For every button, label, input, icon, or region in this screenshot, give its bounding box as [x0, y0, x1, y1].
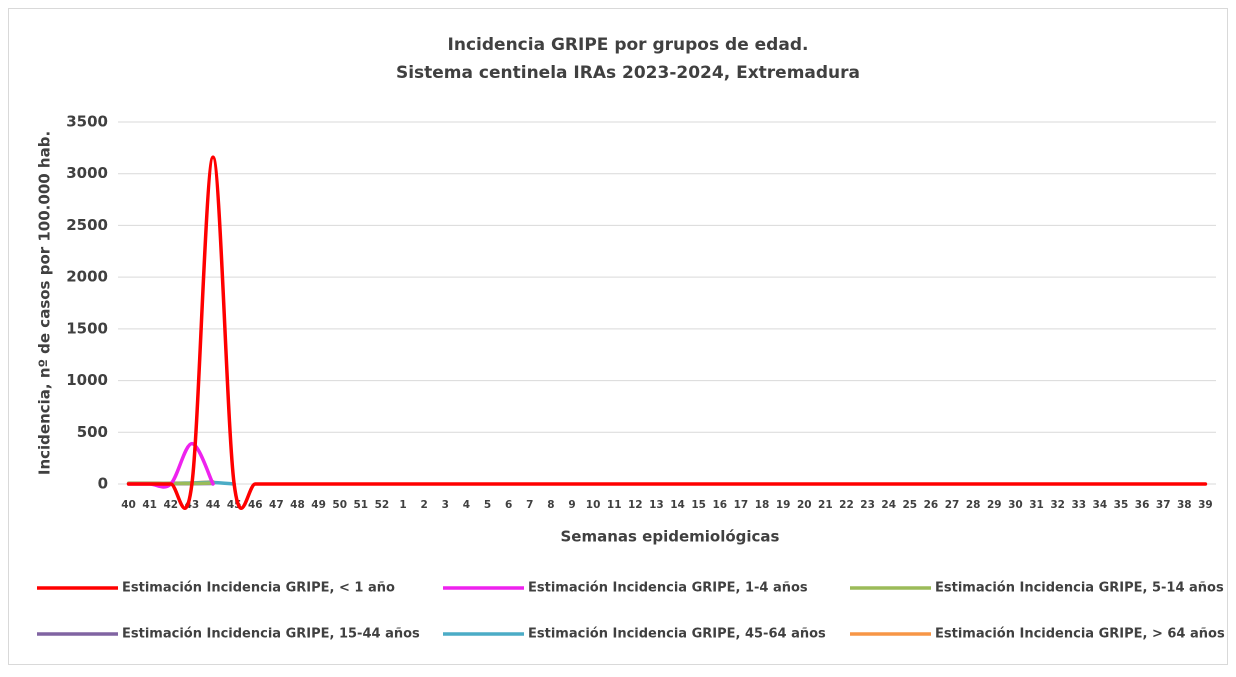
y-tick-label: 2500	[66, 216, 108, 234]
x-tick-label: 48	[290, 499, 305, 511]
x-tick-label: 26	[924, 499, 939, 511]
x-tick-label: 24	[881, 499, 896, 511]
x-tick-label: 33	[1071, 499, 1086, 511]
x-tick-label: 35	[1114, 499, 1129, 511]
x-tick-label: 28	[966, 499, 981, 511]
legend-label: Estimación Incidencia GRIPE, < 1 año	[122, 581, 395, 596]
x-tick-label: 25	[903, 499, 918, 511]
chart-title: Incidencia GRIPE por grupos de edad.	[448, 35, 809, 55]
x-tick-label: 3	[442, 499, 449, 511]
x-tick-label: 36	[1135, 499, 1150, 511]
x-tick-label: 49	[311, 499, 326, 511]
y-tick-label: 0	[98, 475, 108, 493]
y-axis-title: Incidencia, nº de casos por 100.000 hab.	[36, 131, 54, 475]
x-tick-label: 22	[839, 499, 854, 511]
x-tick-label: 4	[463, 499, 470, 511]
legend-label: Estimación Incidencia GRIPE, 1-4 años	[528, 581, 808, 596]
y-tick-label: 500	[77, 423, 108, 441]
y-tick-label: 1500	[66, 319, 108, 337]
x-tick-label: 40	[121, 499, 136, 511]
y-tick-label: 3000	[66, 164, 108, 182]
x-tick-label: 14	[670, 499, 685, 511]
x-tick-label: 18	[755, 499, 770, 511]
y-tick-label: 2000	[66, 268, 108, 286]
x-axis-title: Semanas epidemiológicas	[561, 528, 780, 546]
x-tick-label: 30	[1008, 499, 1023, 511]
x-tick-label: 27	[945, 499, 960, 511]
x-tick-label: 44	[206, 499, 221, 511]
chart-frame	[9, 9, 1228, 665]
x-tick-label: 46	[248, 499, 263, 511]
x-tick-label: 16	[712, 499, 727, 511]
chart-subtitle: Sistema centinela IRAs 2023-2024, Extrem…	[396, 63, 860, 83]
x-tick-label: 29	[987, 499, 1002, 511]
x-tick-label: 9	[568, 499, 575, 511]
x-tick-label: 6	[505, 499, 512, 511]
x-tick-label: 39	[1198, 499, 1213, 511]
x-tick-label: 13	[649, 499, 664, 511]
x-tick-label: 15	[691, 499, 706, 511]
legend-label: Estimación Incidencia GRIPE, > 64 años	[935, 627, 1225, 642]
x-tick-label: 7	[526, 499, 533, 511]
x-tick-label: 23	[860, 499, 875, 511]
x-tick-label: 42	[163, 499, 178, 511]
x-tick-label: 50	[332, 499, 347, 511]
x-tick-label: 2	[421, 499, 428, 511]
x-tick-label: 12	[628, 499, 643, 511]
x-tick-label: 11	[607, 499, 622, 511]
x-tick-label: 21	[818, 499, 833, 511]
x-tick-label: 1	[399, 499, 406, 511]
y-tick-label: 3500	[66, 113, 108, 131]
x-tick-label: 31	[1029, 499, 1044, 511]
x-tick-label: 32	[1050, 499, 1065, 511]
x-tick-label: 5	[484, 499, 491, 511]
x-tick-label: 19	[776, 499, 791, 511]
x-tick-label: 20	[797, 499, 812, 511]
x-tick-label: 37	[1156, 499, 1171, 511]
x-tick-label: 17	[734, 499, 749, 511]
x-tick-label: 41	[142, 499, 157, 511]
legend-label: Estimación Incidencia GRIPE, 45-64 años	[528, 627, 826, 642]
x-tick-label: 38	[1177, 499, 1192, 511]
x-tick-label: 52	[375, 499, 390, 511]
legend-label: Estimación Incidencia GRIPE, 15-44 años	[122, 627, 420, 642]
x-tick-label: 10	[586, 499, 601, 511]
x-tick-label: 47	[269, 499, 284, 511]
legend-label: Estimación Incidencia GRIPE, 5-14 años	[935, 581, 1224, 596]
y-tick-label: 1000	[66, 371, 108, 389]
x-tick-label: 51	[354, 499, 369, 511]
x-tick-label: 8	[547, 499, 554, 511]
x-tick-label: 34	[1093, 499, 1108, 511]
